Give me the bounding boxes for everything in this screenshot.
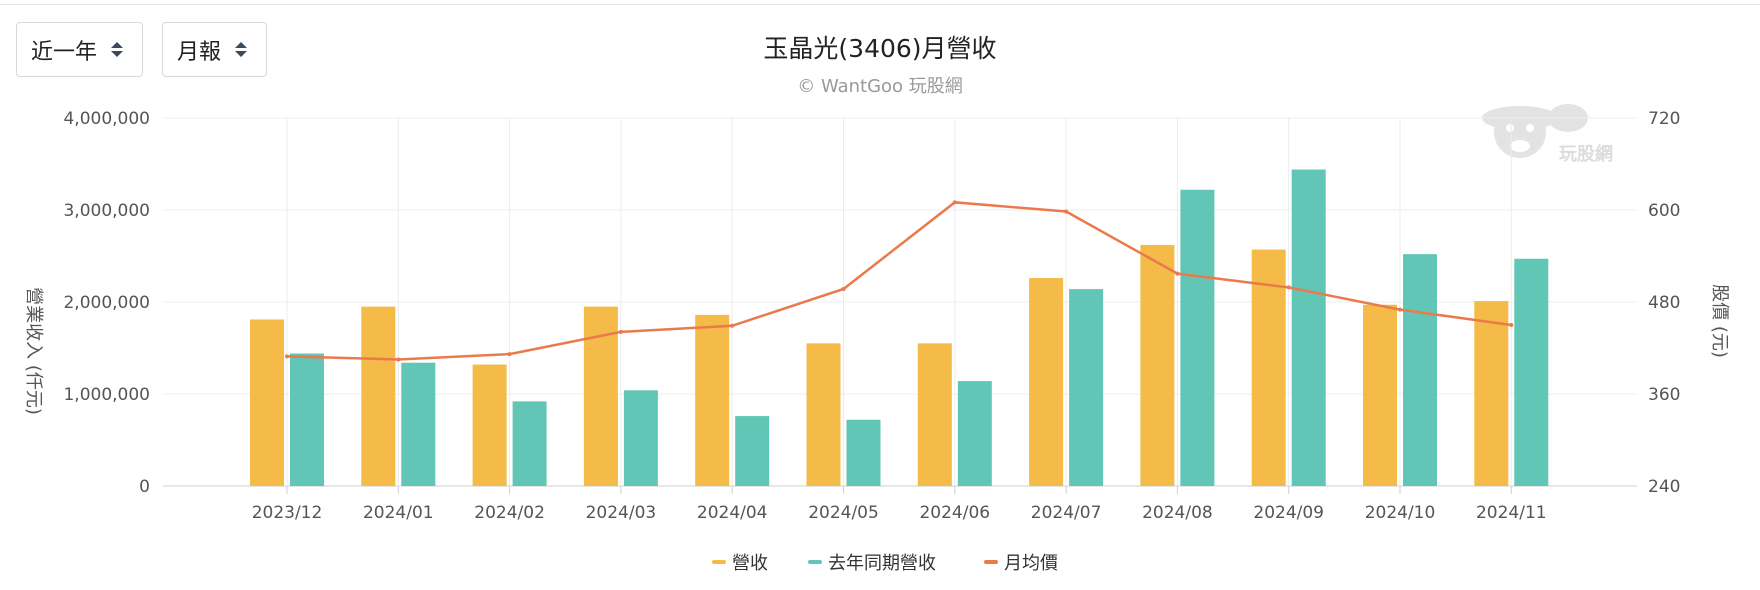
- price-point: [1509, 323, 1514, 327]
- last-year-revenue-bar: [512, 401, 547, 486]
- price-point: [1398, 307, 1402, 312]
- last-year-revenue-bar: [735, 416, 770, 486]
- last-year-revenue-bar: [623, 390, 658, 486]
- price-line: [286, 201, 1512, 361]
- price-point: [841, 286, 846, 291]
- chart-subtitle: © WantGoo 玩股網: [797, 76, 963, 97]
- period-select[interactable]: 近一年: [16, 22, 143, 77]
- price-point: [285, 354, 289, 359]
- price-point: [507, 352, 512, 357]
- y-right-tick-label: 360: [1648, 385, 1680, 405]
- revenue-bar: [917, 343, 952, 486]
- x-tick-label: 2024/10: [1365, 503, 1436, 523]
- last-year-revenue-bar: [957, 381, 992, 486]
- last-year-revenue-bar: [1180, 189, 1215, 486]
- frequency-select-value: 月報: [177, 39, 222, 65]
- legend-swatch: [984, 560, 998, 564]
- revenue-bar: [361, 306, 396, 486]
- x-tick-label: 2024/11: [1476, 503, 1547, 523]
- y-right-tick-label: 600: [1648, 201, 1680, 221]
- price-point: [730, 323, 735, 328]
- price-point: [1175, 271, 1180, 276]
- last-year-revenue-bar: [1069, 289, 1104, 486]
- y-left-tick-label: 2,000,000: [63, 293, 150, 313]
- revenue-bar: [1363, 304, 1397, 486]
- price-point: [1064, 209, 1069, 214]
- price-point: [618, 329, 623, 334]
- legend-label: 去年同期營收: [828, 553, 936, 574]
- price-point: [952, 200, 957, 205]
- y-left-tick-label: 0: [139, 477, 150, 497]
- sort-caret-icon: [111, 42, 124, 57]
- price-point: [1286, 285, 1291, 290]
- revenue-bar: [1251, 249, 1286, 486]
- x-tick-label: 2024/06: [919, 503, 990, 523]
- frequency-select[interactable]: 月報: [162, 22, 267, 77]
- revenue-bar: [472, 364, 507, 486]
- x-tick-label: 2024/09: [1253, 503, 1324, 523]
- chart-legend: 營收 去年同期營收 月均價: [712, 553, 1058, 574]
- x-tick-label: 2024/07: [1031, 503, 1102, 523]
- x-tick-label: 2024/05: [808, 503, 879, 523]
- y-axis-right-label: 股價 (元): [1709, 284, 1730, 358]
- y-right-tick-label: 720: [1648, 109, 1680, 129]
- revenue-bar: [1474, 301, 1509, 486]
- revenue-bar: [695, 314, 730, 486]
- x-tick-label: 2024/02: [474, 503, 545, 523]
- x-tick-label: 2024/08: [1142, 503, 1213, 523]
- x-tick-label: 2024/03: [586, 503, 657, 523]
- last-year-revenue-bar: [846, 419, 881, 486]
- sort-caret-icon: [235, 42, 248, 57]
- period-select-value: 近一年: [31, 39, 98, 65]
- y-axis-left-label: 營業收入 (仟元): [23, 287, 44, 415]
- last-year-revenue-bar: [290, 353, 324, 486]
- y-left-tick-label: 1,000,000: [63, 385, 150, 405]
- top-divider: [0, 0, 1760, 5]
- y-right-tick-label: 240: [1648, 477, 1680, 497]
- revenue-bar: [1140, 244, 1175, 486]
- y-left-tick-label: 4,000,000: [63, 109, 150, 129]
- revenue-bar: [806, 343, 841, 486]
- chart-title: 玉晶光(3406)月營收: [763, 34, 996, 63]
- last-year-revenue-bar: [1403, 254, 1437, 486]
- last-year-revenue-bar: [1514, 258, 1549, 486]
- last-year-revenue-bar: [401, 362, 436, 486]
- legend-label: 營收: [732, 553, 768, 574]
- y-right-tick-label: 480: [1648, 293, 1680, 313]
- chart-lines: [285, 200, 1514, 362]
- x-tick-label: 2024/04: [697, 503, 768, 523]
- price-point: [396, 357, 401, 362]
- legend-swatch: [808, 560, 822, 564]
- x-tick-label: 2024/01: [363, 503, 434, 523]
- y-left-tick-label: 3,000,000: [63, 201, 150, 221]
- revenue-bar: [250, 319, 284, 486]
- watermark-text: 玩股網: [1559, 143, 1613, 165]
- revenue-bar: [1029, 278, 1064, 486]
- legend-label: 月均價: [1004, 553, 1058, 574]
- chart-ticks: 0 1,000,000 2,000,000 3,000,000 4,000,000 240…: [63, 109, 1680, 523]
- last-year-revenue-bar: [1291, 169, 1326, 486]
- x-tick-label: 2023/12: [252, 503, 323, 523]
- legend-swatch: [712, 560, 726, 564]
- chart-bars: [250, 169, 1549, 486]
